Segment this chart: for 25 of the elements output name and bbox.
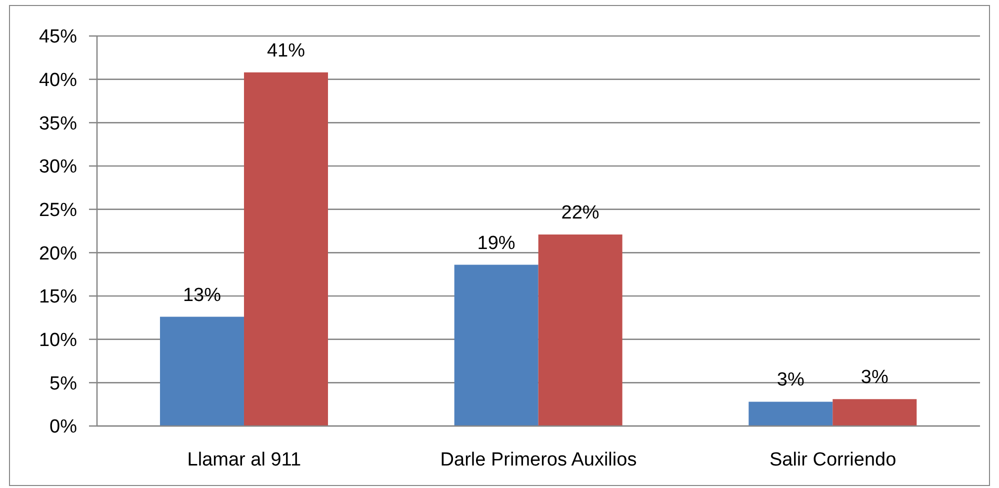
y-tick-label: 25% <box>38 200 78 222</box>
data-label: 41% <box>266 40 306 62</box>
bar <box>160 316 244 426</box>
x-tick-label: Llamar al 911 <box>187 449 302 470</box>
y-tick-label: 35% <box>38 113 78 134</box>
data-label: 3% <box>860 367 888 388</box>
y-tick-label: 20% <box>38 243 78 264</box>
y-tick-label: 45% <box>38 26 78 48</box>
data-label: 22% <box>561 202 600 224</box>
bar <box>244 72 328 426</box>
y-tick-label: 5% <box>50 373 78 394</box>
y-tick-label: 0% <box>50 416 78 438</box>
data-label: 19% <box>477 232 516 254</box>
y-tick-label: 40% <box>38 70 78 92</box>
bar <box>748 402 833 426</box>
bar <box>454 264 538 426</box>
bar <box>832 399 917 426</box>
x-tick-label: Salir Corriendo <box>769 449 896 470</box>
y-tick-label: 10% <box>38 330 78 352</box>
x-tick-label: Darle Primeros Auxilios <box>440 449 637 470</box>
y-tick-label: 30% <box>38 156 78 178</box>
data-label: 3% <box>776 370 804 391</box>
data-label: 13% <box>182 284 222 306</box>
y-tick-label: 15% <box>38 286 78 308</box>
bar <box>538 234 622 426</box>
